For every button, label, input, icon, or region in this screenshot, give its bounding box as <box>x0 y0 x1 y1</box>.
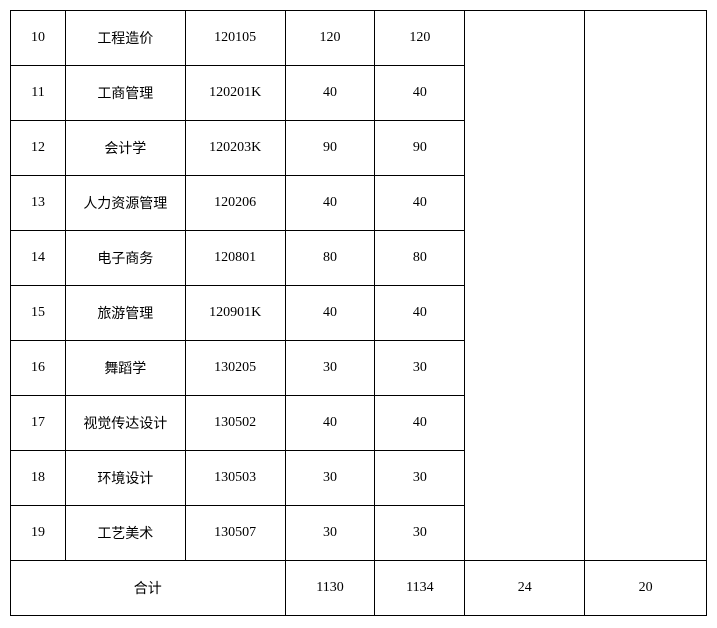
value-2: 40 <box>375 176 465 231</box>
major-code: 120206 <box>185 176 285 231</box>
major-code: 120901K <box>185 286 285 341</box>
major-name: 电子商务 <box>65 231 185 286</box>
major-code: 120203K <box>185 121 285 176</box>
value-2: 40 <box>375 286 465 341</box>
value-2: 90 <box>375 121 465 176</box>
value-1: 30 <box>285 506 375 561</box>
major-name: 环境设计 <box>65 451 185 506</box>
major-code: 130503 <box>185 451 285 506</box>
total-v1: 1130 <box>285 561 375 616</box>
value-2: 120 <box>375 11 465 66</box>
major-name: 舞蹈学 <box>65 341 185 396</box>
major-code: 120105 <box>185 11 285 66</box>
value-1: 40 <box>285 396 375 451</box>
total-label: 合计 <box>11 561 286 616</box>
value-2: 40 <box>375 66 465 121</box>
row-number: 12 <box>11 121 66 176</box>
value-2: 40 <box>375 396 465 451</box>
value-2: 30 <box>375 341 465 396</box>
total-v3: 24 <box>465 561 585 616</box>
value-1: 40 <box>285 176 375 231</box>
merged-cell-2 <box>585 11 707 561</box>
row-number: 19 <box>11 506 66 561</box>
total-v2: 1134 <box>375 561 465 616</box>
value-1: 120 <box>285 11 375 66</box>
value-1: 30 <box>285 341 375 396</box>
major-name: 人力资源管理 <box>65 176 185 231</box>
row-number: 13 <box>11 176 66 231</box>
table-row: 10 工程造价 120105 120 120 <box>11 11 707 66</box>
total-v4: 20 <box>585 561 707 616</box>
major-name: 工艺美术 <box>65 506 185 561</box>
major-name: 视觉传达设计 <box>65 396 185 451</box>
row-number: 10 <box>11 11 66 66</box>
value-2: 80 <box>375 231 465 286</box>
value-1: 80 <box>285 231 375 286</box>
value-1: 90 <box>285 121 375 176</box>
row-number: 18 <box>11 451 66 506</box>
data-table: 10 工程造价 120105 120 120 11 工商管理 120201K 4… <box>10 10 707 616</box>
major-code: 130507 <box>185 506 285 561</box>
value-1: 40 <box>285 66 375 121</box>
row-number: 16 <box>11 341 66 396</box>
row-number: 14 <box>11 231 66 286</box>
major-code: 120201K <box>185 66 285 121</box>
major-code: 120801 <box>185 231 285 286</box>
table-body: 10 工程造价 120105 120 120 11 工商管理 120201K 4… <box>11 11 707 616</box>
major-name: 工商管理 <box>65 66 185 121</box>
major-name: 工程造价 <box>65 11 185 66</box>
row-number: 17 <box>11 396 66 451</box>
major-code: 130502 <box>185 396 285 451</box>
row-number: 15 <box>11 286 66 341</box>
major-code: 130205 <box>185 341 285 396</box>
major-name: 旅游管理 <box>65 286 185 341</box>
value-2: 30 <box>375 506 465 561</box>
total-row: 合计 1130 1134 24 20 <box>11 561 707 616</box>
value-1: 30 <box>285 451 375 506</box>
row-number: 11 <box>11 66 66 121</box>
major-name: 会计学 <box>65 121 185 176</box>
value-2: 30 <box>375 451 465 506</box>
value-1: 40 <box>285 286 375 341</box>
merged-cell-1 <box>465 11 585 561</box>
